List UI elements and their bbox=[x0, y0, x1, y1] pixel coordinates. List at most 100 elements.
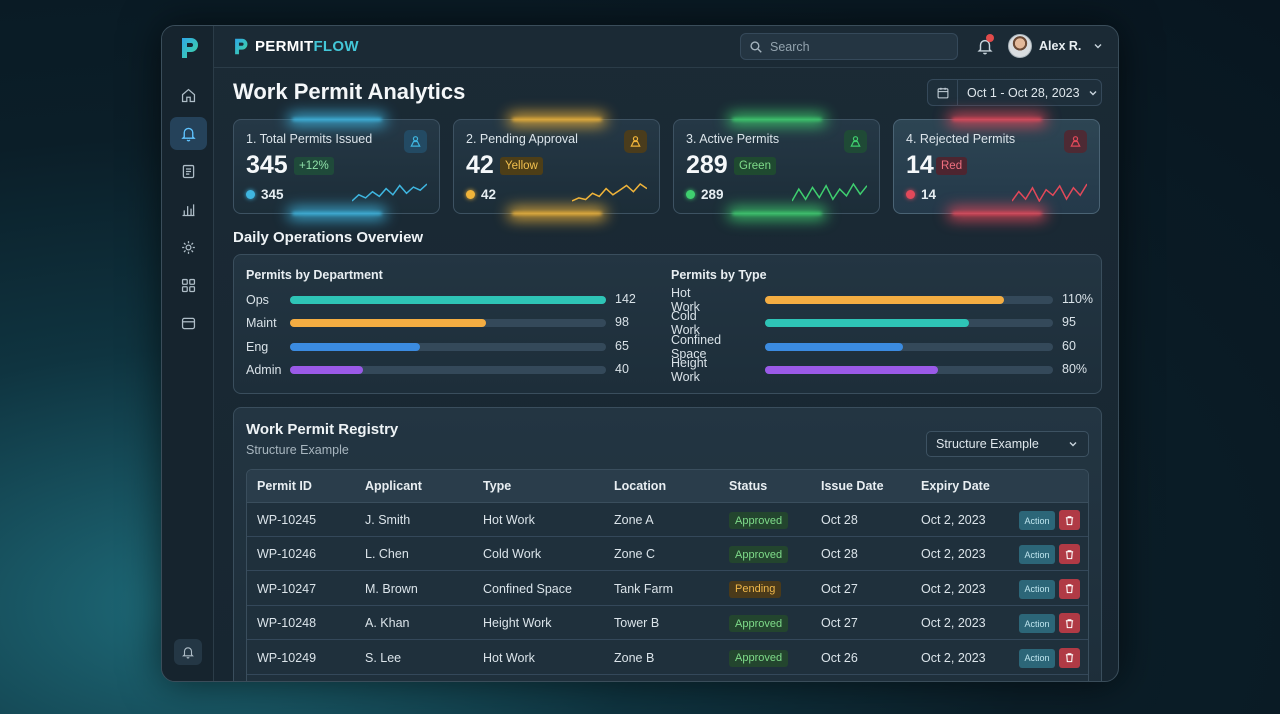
sidebar-item-home[interactable] bbox=[170, 79, 207, 112]
delete-button[interactable] bbox=[1059, 613, 1080, 634]
sidebar-item-notifications[interactable] bbox=[170, 117, 207, 150]
kpi-card-active[interactable]: 3. Active Permits 289 Green 289 bbox=[673, 118, 880, 215]
permit-icon bbox=[630, 136, 641, 147]
status-dot bbox=[246, 190, 255, 199]
date-range-picker[interactable]: Oct 1 - Oct 28, 2023 bbox=[927, 79, 1102, 106]
column-header[interactable]: Status bbox=[729, 479, 768, 493]
kpi-cards: 1. Total Permits Issued 345 +12% 345 2. … bbox=[233, 118, 1102, 215]
registry-table: Permit ID Applicant Type Location Status Issu… bbox=[246, 469, 1089, 681]
kpi-card-total[interactable]: 1. Total Permits Issued 345 +12% 345 bbox=[233, 118, 440, 215]
cell-location: Zone B bbox=[614, 650, 655, 665]
bar-chart-icon bbox=[182, 204, 195, 217]
search-input[interactable] bbox=[770, 39, 940, 54]
bar-fill bbox=[765, 342, 904, 351]
structure-select[interactable]: Structure Example bbox=[926, 431, 1089, 457]
action-button[interactable]: Action bbox=[1019, 648, 1055, 668]
action-button[interactable]: Action bbox=[1019, 545, 1055, 565]
gear-icon bbox=[182, 241, 195, 254]
sidebar-item-documents[interactable] bbox=[170, 155, 207, 188]
cell-expiry: Oct 2, 2023 bbox=[921, 513, 986, 527]
card-label: 3. Active Permits bbox=[686, 132, 780, 146]
card-label: 4. Rejected Permits bbox=[906, 132, 1016, 146]
type-breakdown: Permits by Type Hot Work 110% Cold Work 95 C… bbox=[659, 255, 1103, 393]
status-badge: Approved bbox=[729, 649, 789, 667]
kpi-card-rejected[interactable]: 4. Rejected Permits 14 Red 14 bbox=[893, 118, 1100, 215]
bar-track bbox=[765, 319, 1053, 328]
permitflow-logo-icon[interactable] bbox=[178, 36, 200, 60]
cell-id: WP-10246 bbox=[257, 547, 317, 562]
table-row[interactable]: WP-10249 S. Lee Hot Work Zone B Approved Oct … bbox=[247, 641, 1088, 675]
column-header[interactable]: Permit ID bbox=[257, 479, 312, 493]
card-label: 1. Total Permits Issued bbox=[246, 132, 373, 146]
trash-icon bbox=[1065, 653, 1074, 663]
user-menu[interactable]: Alex R. bbox=[1008, 34, 1103, 58]
sidebar-item-apps[interactable] bbox=[170, 269, 207, 302]
cell-type: Hot Work bbox=[483, 650, 535, 665]
card-value: 345 bbox=[246, 151, 288, 179]
sidebar-item-settings[interactable] bbox=[170, 231, 207, 264]
status-dot bbox=[466, 190, 475, 199]
table-row[interactable]: WP-10248 A. Khan Height Work Tower B Approve… bbox=[247, 606, 1088, 641]
database-icon bbox=[181, 317, 196, 330]
card-footer: 289 bbox=[686, 187, 724, 202]
bell-icon bbox=[182, 647, 194, 659]
cell-type: Hot Work bbox=[483, 513, 535, 527]
delete-button[interactable] bbox=[1059, 578, 1080, 599]
sidebar-item-archive[interactable] bbox=[170, 307, 207, 340]
card-glow-bottom bbox=[511, 212, 602, 215]
avatar bbox=[1008, 34, 1032, 58]
card-badge: +12% bbox=[294, 157, 334, 175]
cell-location: Zone C bbox=[614, 547, 655, 562]
search-box[interactable] bbox=[740, 33, 958, 60]
action-button[interactable]: Action bbox=[1019, 511, 1055, 530]
bar-value: 40 bbox=[615, 361, 629, 376]
section-title: Daily Operations Overview bbox=[233, 229, 424, 246]
card-value: 42 bbox=[466, 151, 494, 179]
column-header[interactable]: Issue Date bbox=[821, 479, 884, 493]
cell-location: Tower B bbox=[614, 616, 660, 631]
cell-id: WP-10247 bbox=[257, 581, 317, 596]
sparkline bbox=[792, 182, 867, 202]
column-header[interactable]: Applicant bbox=[365, 479, 422, 493]
delete-button[interactable] bbox=[1059, 510, 1080, 530]
sparkline bbox=[352, 183, 427, 202]
operations-panel: Permits by Department Ops 142 Maint 98 Eng 65… bbox=[233, 254, 1102, 394]
table-row[interactable]: WP-10245 J. Smith Hot Work Zone A Approved Oc… bbox=[247, 503, 1088, 537]
bar-row: Height Work 80% bbox=[671, 356, 1102, 384]
cell-id: WP-10249 bbox=[257, 650, 317, 665]
sidebar-bottom-notifications[interactable] bbox=[174, 639, 202, 665]
table-row[interactable]: WP-10247 M. Brown Confined Space Tank Farm P… bbox=[247, 572, 1088, 606]
brand[interactable]: PERMITFLOW bbox=[232, 36, 359, 57]
bar-label: Ops bbox=[246, 293, 269, 307]
select-value: Structure Example bbox=[936, 437, 1039, 451]
card-glow-top bbox=[951, 118, 1042, 121]
column-header[interactable]: Expiry Date bbox=[921, 479, 990, 493]
trash-icon bbox=[1065, 515, 1074, 525]
registry-subtitle: Structure Example bbox=[246, 443, 349, 457]
card-icon-bg bbox=[624, 130, 647, 153]
action-button[interactable]: Action bbox=[1019, 614, 1055, 634]
cell-applicant: A. Khan bbox=[365, 616, 410, 631]
bell-icon bbox=[181, 127, 196, 142]
sidebar-item-analytics[interactable] bbox=[170, 193, 207, 226]
card-icon-bg bbox=[844, 130, 867, 153]
card-glow-bottom bbox=[291, 212, 382, 215]
card-label: 2. Pending Approval bbox=[466, 132, 578, 146]
kpi-card-pending[interactable]: 2. Pending Approval 42 Yellow 42 bbox=[453, 118, 660, 215]
bar-label: Cold Work bbox=[671, 309, 700, 338]
delete-button[interactable] bbox=[1059, 544, 1080, 565]
cell-type: Confined Space bbox=[483, 581, 572, 596]
card-value: 289 bbox=[686, 151, 728, 179]
brand-name: PERMITFLOW bbox=[255, 38, 359, 55]
action-button[interactable]: Action bbox=[1019, 579, 1055, 599]
cell-issue: Oct 28 bbox=[821, 513, 858, 527]
table-row[interactable]: WP-10246 L. Chen Cold Work Zone C Approved Oc… bbox=[247, 537, 1088, 572]
cell-applicant: L. Chen bbox=[365, 547, 409, 562]
cell-expiry: Oct 2, 2023 bbox=[921, 650, 986, 665]
bar-fill bbox=[765, 365, 938, 374]
column-header[interactable]: Type bbox=[483, 479, 512, 493]
delete-button[interactable] bbox=[1059, 647, 1080, 668]
app-window: PERMITFLOW Alex R. Work Permit Analytics… bbox=[161, 25, 1119, 682]
card-icon-bg bbox=[1064, 130, 1087, 153]
column-header[interactable]: Location bbox=[614, 479, 667, 493]
